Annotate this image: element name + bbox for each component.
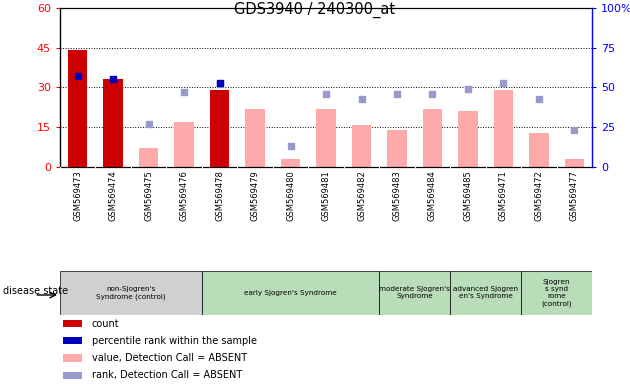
Text: value, Detection Call = ABSENT: value, Detection Call = ABSENT <box>92 353 247 363</box>
Text: count: count <box>92 318 120 329</box>
Bar <box>103 79 123 167</box>
Point <box>357 96 367 102</box>
Text: early Sjogren's Syndrome: early Sjogren's Syndrome <box>244 290 337 296</box>
Bar <box>210 90 229 167</box>
Text: GSM569485: GSM569485 <box>464 170 472 221</box>
Text: GSM569471: GSM569471 <box>499 170 508 221</box>
Bar <box>352 124 371 167</box>
Text: GSM569484: GSM569484 <box>428 170 437 221</box>
Bar <box>63 337 82 344</box>
Bar <box>63 354 82 362</box>
Point <box>427 91 437 97</box>
Bar <box>387 130 407 167</box>
FancyBboxPatch shape <box>379 271 450 315</box>
Text: advanced Sjogren
en's Syndrome: advanced Sjogren en's Syndrome <box>453 286 518 299</box>
FancyBboxPatch shape <box>60 271 202 315</box>
Text: GSM569483: GSM569483 <box>392 170 401 221</box>
Text: GSM569474: GSM569474 <box>108 170 118 221</box>
Point <box>534 96 544 102</box>
Bar <box>63 372 82 379</box>
Text: GDS3940 / 240300_at: GDS3940 / 240300_at <box>234 2 396 18</box>
Text: GSM569475: GSM569475 <box>144 170 153 221</box>
Text: GSM569482: GSM569482 <box>357 170 366 221</box>
Bar <box>494 90 513 167</box>
Point <box>392 91 402 97</box>
Text: Sjogren
s synd
rome
(control): Sjogren s synd rome (control) <box>541 279 572 306</box>
Bar <box>175 122 194 167</box>
Text: GSM569472: GSM569472 <box>534 170 544 221</box>
Point <box>144 121 154 127</box>
Point <box>214 81 224 87</box>
Text: GSM569479: GSM569479 <box>251 170 260 221</box>
Text: moderate Sjogren's
Syndrome: moderate Sjogren's Syndrome <box>379 286 450 299</box>
Point <box>214 79 224 86</box>
Point <box>285 143 295 149</box>
Text: GSM569481: GSM569481 <box>321 170 331 221</box>
Text: non-Sjogren's
Syndrome (control): non-Sjogren's Syndrome (control) <box>96 286 166 300</box>
Text: GSM569476: GSM569476 <box>180 170 188 221</box>
Point <box>179 89 189 95</box>
Bar <box>68 50 88 167</box>
Text: disease state: disease state <box>3 286 68 296</box>
Bar <box>245 109 265 167</box>
Text: GSM569477: GSM569477 <box>570 170 579 221</box>
FancyBboxPatch shape <box>521 271 592 315</box>
Point <box>463 86 473 92</box>
Text: percentile rank within the sample: percentile rank within the sample <box>92 336 257 346</box>
Bar <box>423 109 442 167</box>
Text: rank, Detection Call = ABSENT: rank, Detection Call = ABSENT <box>92 370 242 381</box>
Text: GSM569478: GSM569478 <box>215 170 224 221</box>
Bar <box>281 159 301 167</box>
Bar <box>564 159 584 167</box>
Text: GSM569473: GSM569473 <box>73 170 82 221</box>
Bar <box>63 320 82 327</box>
Bar <box>316 109 336 167</box>
FancyBboxPatch shape <box>450 271 521 315</box>
Point <box>570 127 580 134</box>
Point <box>72 73 83 79</box>
Text: GSM569480: GSM569480 <box>286 170 295 221</box>
FancyBboxPatch shape <box>202 271 379 315</box>
Point <box>321 91 331 97</box>
Point <box>108 76 118 83</box>
Bar <box>139 149 158 167</box>
Bar <box>458 111 478 167</box>
Point <box>498 79 508 86</box>
Bar <box>529 132 549 167</box>
